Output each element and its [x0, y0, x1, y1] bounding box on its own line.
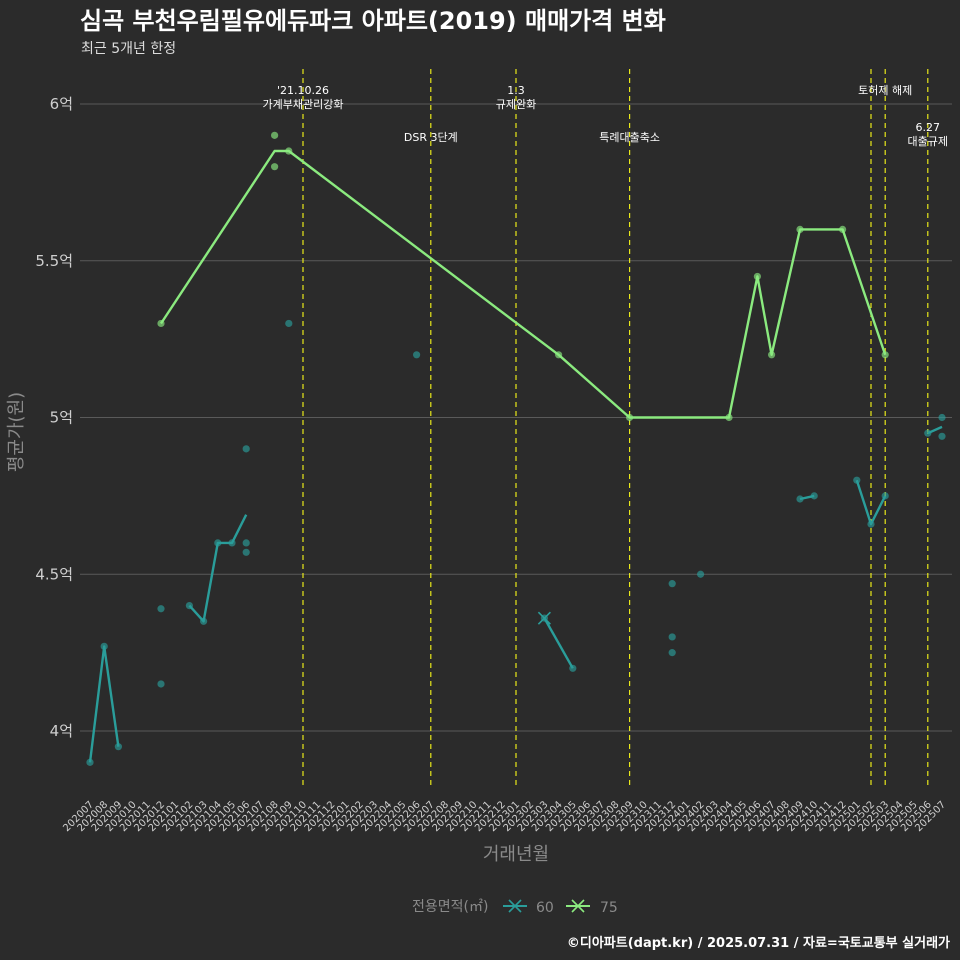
- event-annotation: 규제완화: [496, 98, 536, 111]
- series-60-point: [185, 602, 193, 610]
- series-60-point: [242, 539, 250, 547]
- series-60-point: [853, 476, 861, 484]
- series-points: [86, 131, 946, 766]
- series-60-point: [157, 680, 165, 688]
- event-annotation: 특례대출축소: [599, 131, 660, 144]
- chart-subtitle: 최근 5개년 한정: [81, 41, 176, 57]
- series-60-point: [285, 319, 293, 328]
- y-axis-title: 평균가(원): [6, 392, 27, 472]
- y-tick-label: 4.5억: [35, 565, 73, 583]
- series-75-point: [285, 147, 293, 155]
- series-75-point: [753, 272, 762, 281]
- series-60-point: [100, 642, 108, 650]
- y-tick-labels: 4억 4.5억 5억 5.5억 6억: [35, 95, 73, 740]
- series-60-point: [668, 633, 676, 641]
- y-tick-label: 5억: [50, 409, 73, 427]
- series-60-point: [938, 432, 946, 440]
- series-60-point: [668, 649, 676, 657]
- legend-item-60: 60: [503, 899, 554, 916]
- series-60-point: [569, 664, 577, 672]
- series-60-point: [668, 580, 676, 588]
- series-75-point: [768, 351, 776, 359]
- series-60-point: [228, 539, 236, 547]
- series-75-point: [271, 131, 279, 139]
- series-60-point: [810, 492, 818, 500]
- series-60-point: [114, 743, 122, 751]
- series-60-point: [938, 413, 946, 422]
- series-60-point: [413, 351, 421, 359]
- series-75-point: [555, 351, 563, 359]
- series-60-line-2: [543, 617, 574, 669]
- series-60-point: [157, 605, 165, 613]
- legend-x-icon-75: [571, 899, 585, 913]
- series-60-point: [86, 758, 94, 766]
- series-60-point: [867, 520, 875, 528]
- legend-item-75: 75: [566, 899, 618, 916]
- legend-label-75: 75: [600, 900, 618, 916]
- legend-label-60: 60: [536, 900, 554, 916]
- x-axis-title: 거래년월: [483, 844, 549, 865]
- y-tick-label: 4억: [50, 722, 73, 740]
- series-60-point: [697, 570, 705, 578]
- legend-title: 전용면적(㎡): [412, 899, 488, 915]
- event-annotation: 토허제 해제: [858, 83, 912, 97]
- legend: 전용면적(㎡) 60 75: [412, 899, 618, 916]
- series-75-point: [271, 163, 279, 171]
- series-75-point: [626, 413, 634, 422]
- series-75-point: [881, 351, 889, 359]
- event-annotation: 6.27: [916, 121, 941, 134]
- y-tick-label: 5.5억: [35, 252, 73, 270]
- event-annotation: 대출규제: [908, 135, 948, 148]
- series-75-point: [796, 225, 804, 233]
- legend-x-icon-60: [508, 899, 522, 913]
- series-75-point: [157, 319, 165, 328]
- series-60-point: [214, 539, 222, 547]
- series-60-point: [796, 495, 804, 503]
- event-annotation: 1.3: [507, 84, 525, 97]
- caption: ©디아파트(dapt.kr) / 2025.07.31 / 자료=국토교통부 실…: [567, 935, 950, 951]
- series-60-point: [200, 617, 208, 625]
- series-60-x-marker-icon: [537, 611, 551, 625]
- series-75-point: [839, 225, 847, 233]
- series-60-point: [242, 548, 250, 556]
- event-annotation: 가계부채관리강화: [263, 98, 344, 111]
- series-60-point: [242, 445, 250, 453]
- series-75-point: [725, 413, 733, 422]
- event-annotation: '21.10.26: [277, 84, 329, 97]
- series-60-point: [881, 492, 889, 500]
- chart-title: 심곡 부천우림필유에듀파크 아파트(2019) 매매가격 변화: [80, 7, 666, 35]
- y-tick-label: 6억: [50, 95, 73, 113]
- series-60-point: [924, 429, 932, 437]
- event-annotation: DSR 3단계: [404, 131, 458, 144]
